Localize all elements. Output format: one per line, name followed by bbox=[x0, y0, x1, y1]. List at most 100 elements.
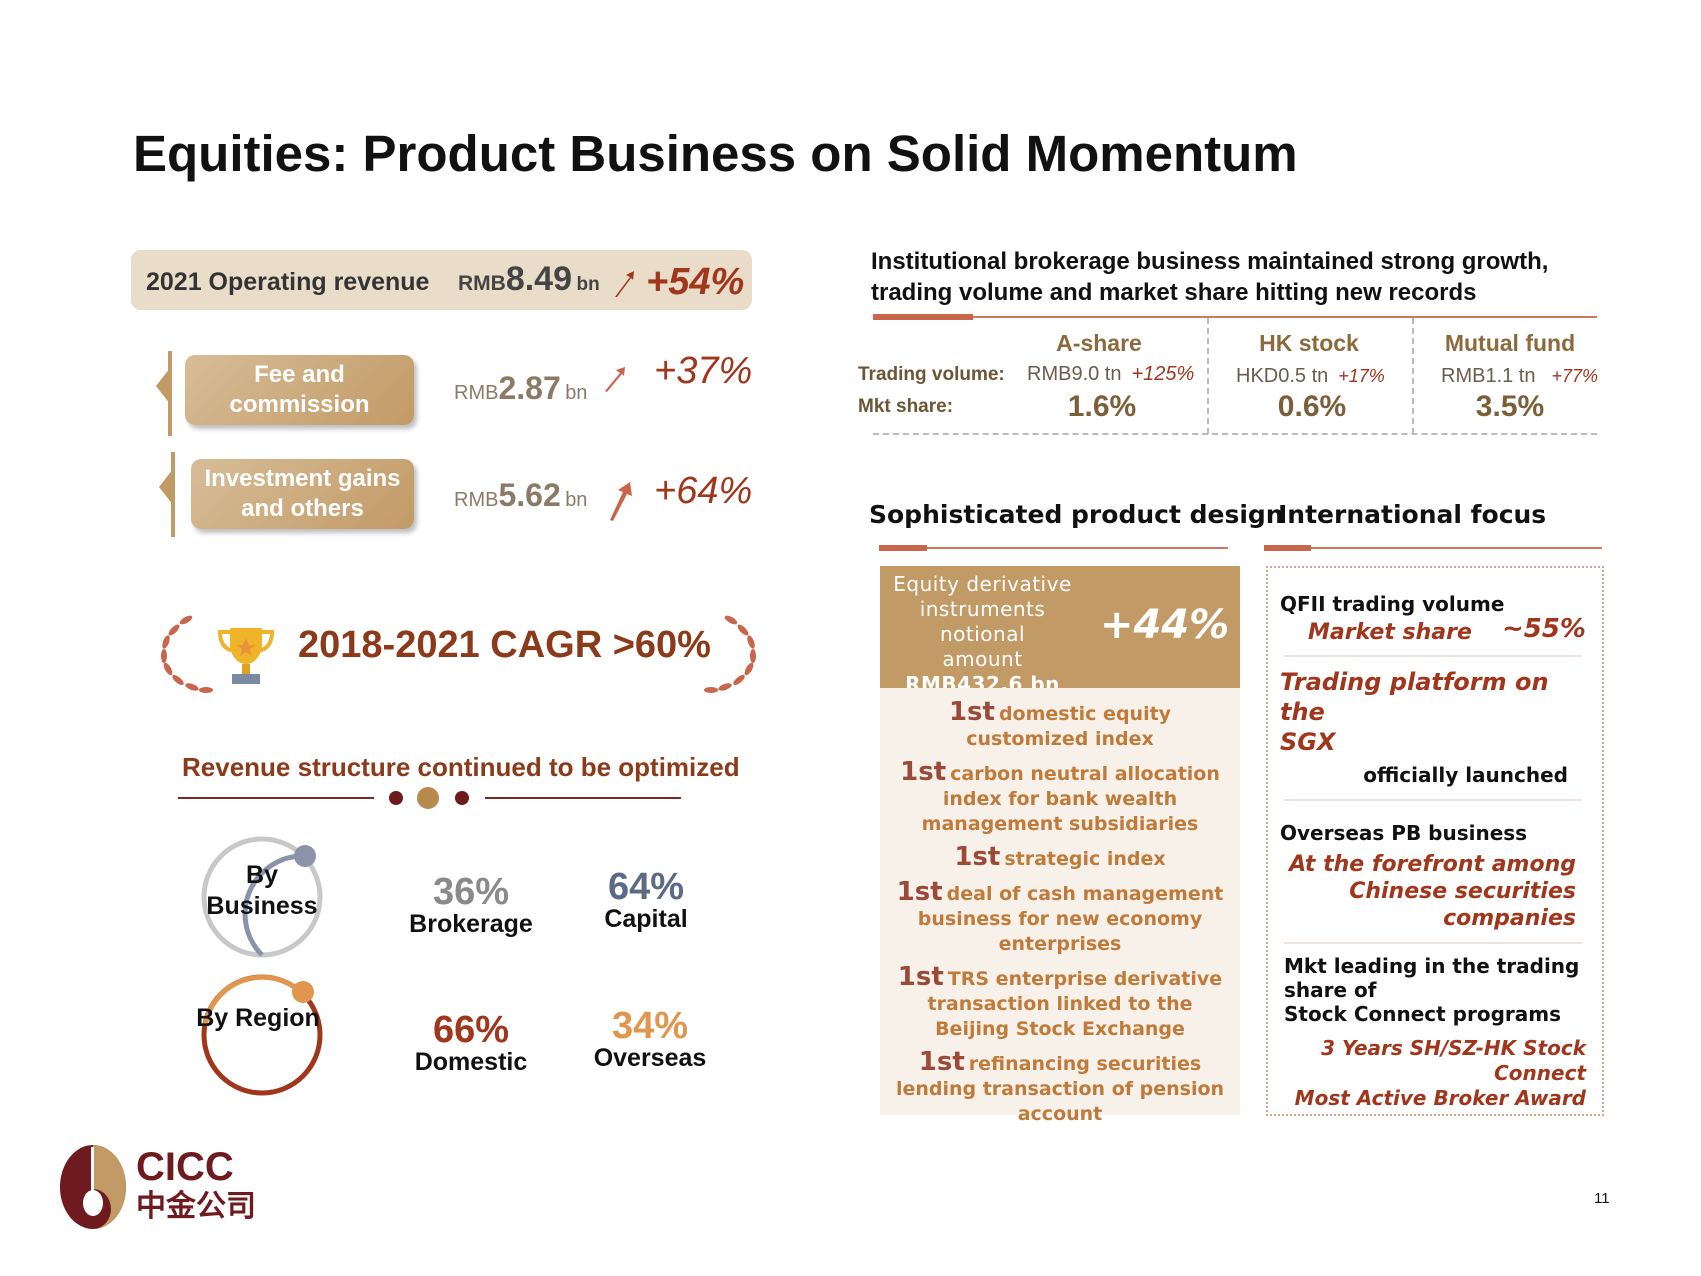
connect-title: Mkt leading in the trading share of Stock … bbox=[1280, 954, 1586, 1026]
sgx-line: Trading platform on the bbox=[1280, 668, 1549, 726]
heading-line: Institutional brokerage business maintai… bbox=[871, 248, 1549, 275]
col-a-share: A-share bbox=[1056, 330, 1142, 356]
a-share-volume: RMB9.0 tn +125% bbox=[1027, 363, 1194, 386]
item-text: domestic equity customized index bbox=[966, 703, 1172, 750]
bracket-pointer bbox=[159, 469, 173, 505]
first-badge: 1st bbox=[900, 757, 947, 787]
segment-investment-gains: Investment gains and others bbox=[191, 459, 414, 529]
growth: +77% bbox=[1551, 366, 1599, 386]
award-line: Connect bbox=[1494, 1061, 1586, 1085]
segment-investment-value: RMB5.62 bn bbox=[454, 477, 587, 514]
label-line: amount bbox=[942, 647, 1023, 671]
overseas-share: 34% Overseas bbox=[560, 1007, 740, 1072]
pb-title: Overseas PB business bbox=[1280, 821, 1528, 845]
bracket-line bbox=[171, 452, 175, 537]
page-title: Equities: Product Business on Solid Mome… bbox=[133, 125, 1298, 182]
amount: 5.62 bbox=[498, 477, 561, 513]
page-number: 11 bbox=[1594, 1190, 1610, 1207]
item-text: TRS enterprise derivative transaction li… bbox=[927, 968, 1223, 1040]
pb-detail: At the forefront among Chinese securities… bbox=[1280, 851, 1586, 932]
operating-revenue-label: 2021 Operating revenue bbox=[146, 268, 430, 296]
sgx-line: SGX bbox=[1280, 728, 1336, 756]
list-item: 1st refinancing securities lending transa… bbox=[888, 1047, 1232, 1127]
pb-line: Chinese securities bbox=[1349, 879, 1576, 904]
item-text: deal of cash management business for new… bbox=[917, 883, 1224, 955]
heading-accent bbox=[1264, 545, 1311, 551]
table-bottom-rule bbox=[873, 433, 1597, 435]
currency: RMB bbox=[454, 382, 499, 404]
separator bbox=[1284, 799, 1582, 801]
mf-mkt-share: 3.5% bbox=[1475, 390, 1545, 423]
segment-fee-growth: +37% bbox=[654, 350, 753, 392]
first-badge: 1st bbox=[897, 962, 944, 992]
trading-volume-label: Trading volume: bbox=[858, 364, 1005, 385]
item-text: carbon neutral allocation index for bank… bbox=[921, 763, 1220, 835]
sgx-status: officially launched bbox=[1363, 763, 1568, 787]
highlight-growth: +44% bbox=[1100, 602, 1230, 648]
unit: bn bbox=[565, 489, 588, 511]
qfii-value: ~55% bbox=[1501, 614, 1586, 644]
separator bbox=[1284, 942, 1582, 944]
brokerage-share: 36% Brokerage bbox=[381, 871, 561, 938]
volume: HKD0.5 tn bbox=[1236, 365, 1329, 387]
cicc-logo-mark bbox=[60, 1145, 126, 1229]
amount: 8.49 bbox=[505, 260, 573, 298]
by-business-label: By Business bbox=[206, 861, 318, 920]
unit: bn bbox=[576, 274, 600, 295]
list-item: 1st deal of cash management business for … bbox=[888, 877, 1232, 957]
qfii-row: Market share ~55% bbox=[1280, 614, 1586, 645]
label: Brokerage bbox=[409, 910, 533, 938]
growth: +17% bbox=[1338, 366, 1385, 386]
first-badge: 1st bbox=[918, 1047, 965, 1077]
segment-investment-growth: +64% bbox=[654, 470, 753, 512]
label-line: Equity derivative bbox=[893, 572, 1072, 596]
trophy-icon bbox=[218, 628, 274, 684]
heading-line: trading volume and market share hitting … bbox=[871, 279, 1477, 306]
heading-underline bbox=[1264, 547, 1602, 549]
pb-line: companies bbox=[1443, 906, 1576, 931]
a-share-mkt-share: 1.6% bbox=[1067, 390, 1137, 423]
operating-revenue-value: RMB8.49 bn bbox=[458, 260, 600, 299]
first-badge: 1st bbox=[954, 842, 1001, 872]
qfii-title: QFII trading volume bbox=[1280, 592, 1505, 616]
dot bbox=[455, 791, 469, 805]
first-badge: 1st bbox=[896, 877, 943, 907]
up-arrow-icon bbox=[615, 271, 634, 297]
divider bbox=[178, 797, 374, 799]
bracket-line bbox=[168, 351, 172, 436]
label: Domestic bbox=[414, 1048, 528, 1076]
bracket-pointer bbox=[156, 368, 170, 404]
divider bbox=[485, 797, 681, 799]
international-heading: International focus bbox=[1278, 500, 1547, 529]
list-item: 1st carbon neutral allocation index for b… bbox=[888, 757, 1232, 837]
label: Overseas bbox=[593, 1044, 707, 1072]
segment-fee-value: RMB2.87 bn bbox=[454, 370, 587, 407]
heading-underline bbox=[879, 547, 1228, 549]
mkt-share-label: Mkt share: bbox=[858, 396, 954, 417]
column-divider bbox=[1207, 318, 1209, 434]
cicc-logo-chinese: 中金公司 bbox=[136, 1189, 256, 1224]
first-badge: 1st bbox=[948, 697, 995, 727]
international-box: QFII trading volume Market share ~55% Tra… bbox=[1266, 566, 1604, 1116]
revenue-structure-heading: Revenue structure continued to be optimi… bbox=[182, 752, 740, 782]
domestic-share: 66% Domestic bbox=[381, 1009, 561, 1076]
firsts-list: 1st domestic equity customized index 1st c… bbox=[880, 688, 1240, 1125]
up-arrow-icon bbox=[605, 367, 625, 392]
heading-underline bbox=[873, 316, 1597, 318]
connect-line: Stock Connect programs bbox=[1284, 1002, 1562, 1026]
heading-accent bbox=[873, 314, 973, 320]
list-item: 1st domestic equity customized index bbox=[888, 697, 1232, 752]
by-business-ring bbox=[201, 836, 323, 958]
list-item: 1st strategic index bbox=[888, 842, 1232, 872]
award-line: 3 Years SH/SZ-HK Stock bbox=[1321, 1036, 1586, 1060]
pct: 36% bbox=[432, 871, 510, 913]
pct: 66% bbox=[432, 1009, 510, 1051]
column-divider bbox=[1412, 318, 1414, 434]
by-region-label: By Region bbox=[196, 1004, 320, 1032]
volume: RMB9.0 tn bbox=[1027, 363, 1122, 385]
unit: bn bbox=[565, 382, 588, 404]
heading-accent bbox=[879, 545, 927, 551]
col-mutual-fund: Mutual fund bbox=[1444, 330, 1576, 356]
label: Capital bbox=[604, 905, 688, 933]
connect-line: Mkt leading in the trading bbox=[1284, 954, 1580, 978]
